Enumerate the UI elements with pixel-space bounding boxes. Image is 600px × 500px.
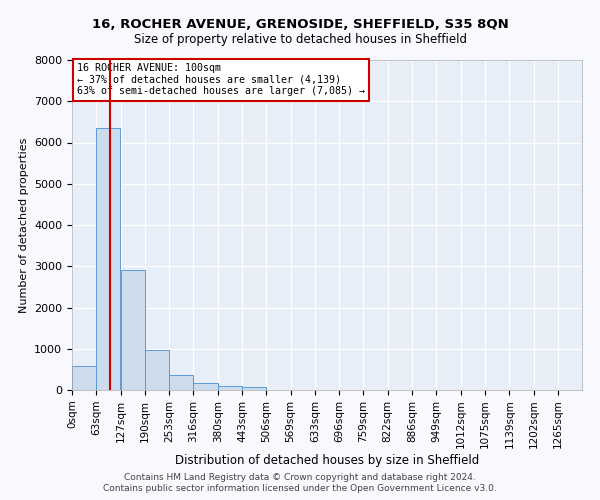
Bar [72,366,96,390]
X-axis label: Distribution of detached houses by size in Sheffield: Distribution of detached houses by size … [175,454,479,467]
Text: Contains public sector information licensed under the Open Government Licence v3: Contains public sector information licen… [103,484,497,493]
Bar [145,350,169,390]
Text: Size of property relative to detached houses in Sheffield: Size of property relative to detached ho… [133,32,467,46]
Bar [218,386,242,390]
Bar [121,270,145,390]
Bar [96,128,121,390]
Text: 16, ROCHER AVENUE, GRENOSIDE, SHEFFIELD, S35 8QN: 16, ROCHER AVENUE, GRENOSIDE, SHEFFIELD,… [92,18,508,30]
Bar [193,384,218,390]
Bar [242,387,266,390]
Text: Contains HM Land Registry data © Crown copyright and database right 2024.: Contains HM Land Registry data © Crown c… [124,472,476,482]
Bar [169,375,193,390]
Y-axis label: Number of detached properties: Number of detached properties [19,138,29,312]
Text: 16 ROCHER AVENUE: 100sqm
← 37% of detached houses are smaller (4,139)
63% of sem: 16 ROCHER AVENUE: 100sqm ← 37% of detach… [77,64,365,96]
